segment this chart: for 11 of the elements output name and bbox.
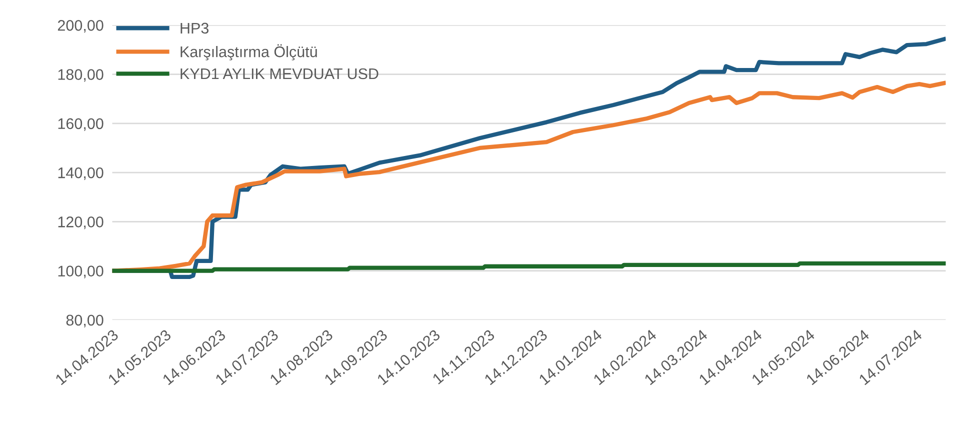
legend-label: Karşılaştırma Ölçütü	[180, 44, 317, 60]
y-tick-label: 140,00	[58, 167, 104, 180]
legend-label: KYD1 AYLIK MEVDUAT USD	[180, 68, 378, 80]
y-tick-label: 120,00	[58, 216, 104, 230]
y-tick-label: 160,00	[58, 118, 104, 131]
line-series	[112, 261, 946, 273]
y-tick-label: 80,00	[66, 314, 104, 328]
y-tick-label: 180,00	[58, 69, 104, 82]
legend-label: HP3	[180, 22, 209, 34]
y-tick-label: 200,00	[58, 20, 104, 33]
y-tick-label: 100,00	[58, 266, 104, 278]
